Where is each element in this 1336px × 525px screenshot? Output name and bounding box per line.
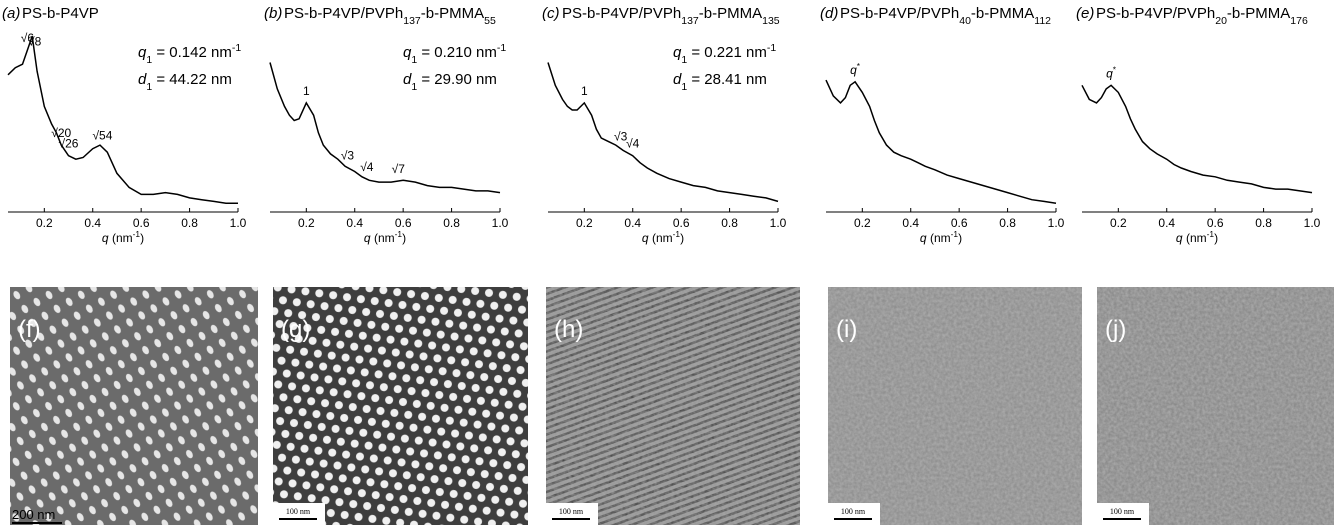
peak-label: 1: [303, 84, 310, 98]
tem-image: (f) 200 nm: [10, 287, 258, 525]
panel-label: (d): [820, 5, 838, 22]
image-bg: [10, 287, 258, 525]
x-tick-label: 0.4: [902, 216, 919, 230]
tem-image: (g) 100 nm: [273, 287, 528, 525]
x-axis-label: q (nm-1): [642, 229, 684, 245]
saxs-curve: [826, 80, 1056, 203]
x-axis-label: q (nm-1): [364, 229, 406, 245]
image-texture: [546, 287, 800, 525]
x-tick-label: 0.2: [298, 216, 315, 230]
x-tick-label: 0.8: [721, 216, 738, 230]
x-tick-label: 0.6: [133, 216, 150, 230]
peak-label: q*: [850, 61, 861, 77]
x-tick-label: 1.0: [230, 216, 247, 230]
annotation: d1 = 28.41 nm: [673, 71, 767, 93]
x-tick-label: 1.0: [770, 216, 787, 230]
image-texture: [828, 287, 1082, 525]
image-label: (h): [554, 316, 583, 343]
chart-title: PS-b-P4VP: [22, 5, 99, 22]
image-label: (f): [18, 316, 41, 343]
x-tick-label: 0.4: [84, 216, 101, 230]
tem-image: (h) 100 nm: [546, 287, 800, 525]
x-tick-label: 1.0: [1304, 216, 1321, 230]
x-tick-label: 0.4: [624, 216, 641, 230]
annotation: q1 = 0.142 nm-1: [138, 42, 241, 66]
panel-label: (a): [2, 5, 20, 22]
peak-label: √3: [341, 149, 355, 163]
peak-label: q*: [1106, 64, 1117, 80]
peak-label: √4: [626, 137, 640, 151]
chart-title: PS-b-P4VP/PVPh137-b-PMMA135: [562, 5, 780, 27]
panel-label: (c): [542, 5, 560, 22]
panel-label: (b): [264, 5, 282, 22]
x-tick-label: 0.2: [576, 216, 593, 230]
scale-bar-label: 100 nm: [1110, 507, 1135, 516]
x-tick-label: 1.0: [1048, 216, 1065, 230]
x-axis-label: q (nm-1): [102, 229, 144, 245]
figure: (a)PS-b-P4VP0.20.40.60.81.0q (nm-1)√6√8√…: [0, 0, 1336, 525]
annotation: q1 = 0.221 nm-1: [673, 42, 776, 66]
scale-bar-label: 100 nm: [559, 507, 584, 516]
x-tick-label: 0.6: [1207, 216, 1224, 230]
peak-label: √54: [92, 128, 112, 142]
saxs-curve: [8, 36, 238, 203]
x-tick-label: 0.8: [1255, 216, 1272, 230]
annotation: d1 = 44.22 nm: [138, 71, 232, 93]
scale-bar-label: 100 nm: [286, 507, 311, 516]
scale-bar-label: 200 nm: [12, 507, 55, 522]
x-tick-label: 0.4: [346, 216, 363, 230]
chart-title: PS-b-P4VP/PVPh137-b-PMMA55: [284, 5, 496, 27]
saxs-curve: [1082, 85, 1312, 192]
x-tick-label: 0.2: [1110, 216, 1127, 230]
chart-title: PS-b-P4VP/PVPh20-b-PMMA176: [1096, 5, 1308, 27]
annotation: q1 = 0.210 nm-1: [403, 42, 506, 66]
x-tick-label: 0.6: [673, 216, 690, 230]
x-tick-label: 0.6: [951, 216, 968, 230]
x-tick-label: 0.2: [854, 216, 871, 230]
image-texture: [1097, 287, 1334, 525]
x-tick-label: 1.0: [492, 216, 509, 230]
scale-bar-label: 100 nm: [841, 507, 866, 516]
x-axis-label: q (nm-1): [920, 229, 962, 245]
tem-image: (i) 100 nm: [828, 287, 1082, 525]
image-label: (i): [836, 316, 857, 343]
panel-label: (e): [1076, 5, 1094, 22]
image-label: (j): [1105, 316, 1126, 343]
x-tick-label: 0.8: [999, 216, 1016, 230]
x-axis-label: q (nm-1): [1176, 229, 1218, 245]
annotation: d1 = 29.90 nm: [403, 71, 497, 93]
peak-label: √7: [392, 162, 406, 176]
x-tick-label: 0.8: [443, 216, 460, 230]
tem-image: (j) 100 nm: [1097, 287, 1334, 525]
image-bg: [273, 287, 528, 525]
peak-label: √4: [360, 160, 374, 174]
x-tick-label: 0.6: [395, 216, 412, 230]
x-tick-label: 0.8: [181, 216, 198, 230]
peak-label: 1: [581, 84, 588, 98]
image-label: (g): [281, 316, 310, 343]
x-tick-label: 0.2: [36, 216, 53, 230]
x-tick-label: 0.4: [1158, 216, 1175, 230]
chart-title: PS-b-P4VP/PVPh40-b-PMMA112: [840, 5, 1051, 27]
peak-label: √8: [28, 35, 42, 49]
peak-label: √26: [59, 137, 79, 151]
